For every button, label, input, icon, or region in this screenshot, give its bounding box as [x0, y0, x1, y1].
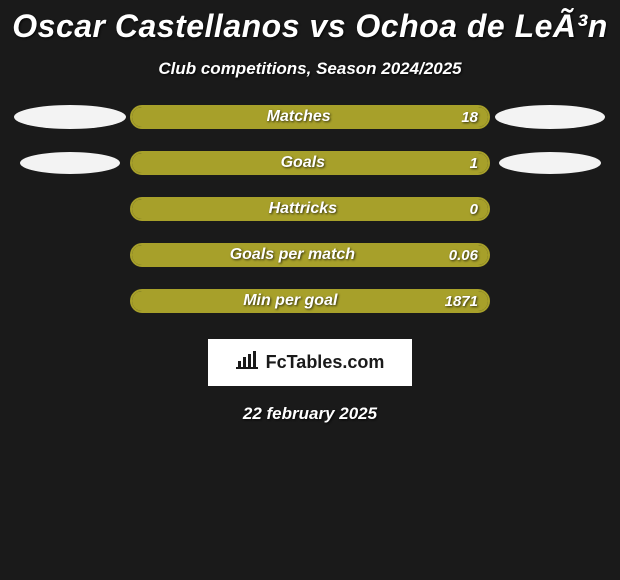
stat-row: Goals per match 0.06 [10, 243, 610, 267]
stat-value: 0.06 [443, 247, 478, 264]
page-title: Oscar Castellanos vs Ochoa de LeÃ³n [12, 8, 607, 45]
stat-bar-goals: Goals 1 [130, 151, 490, 175]
stat-bar-matches: Matches 18 [130, 105, 490, 129]
brand-badge: FcTables.com [208, 339, 413, 386]
stat-label: Matches [267, 108, 331, 126]
stat-label: Min per goal [243, 292, 337, 310]
blank-right [490, 289, 610, 313]
blank-right [490, 197, 610, 221]
date-text: 22 february 2025 [243, 404, 377, 424]
player-right-pill [495, 105, 605, 129]
stat-label: Goals per match [230, 246, 355, 264]
comparison-card: Oscar Castellanos vs Ochoa de LeÃ³n Club… [0, 0, 620, 424]
stat-bar-hattricks: Hattricks 0 [130, 197, 490, 221]
blank-left [10, 289, 130, 313]
player-left-pill [20, 152, 120, 174]
stat-value: 18 [455, 109, 478, 126]
stat-bar-goals-per-match: Goals per match 0.06 [130, 243, 490, 267]
blank-left [10, 243, 130, 267]
brand-text: FcTables.com [266, 352, 385, 373]
stat-value: 0 [464, 201, 478, 218]
blank-right [490, 243, 610, 267]
stat-value: 1 [464, 155, 478, 172]
stat-label: Goals [281, 154, 325, 172]
stat-row: Matches 18 [10, 105, 610, 129]
stat-rows: Matches 18 Goals 1 Hattricks 0 [0, 105, 620, 313]
player-left-pill [14, 105, 126, 129]
stat-row: Min per goal 1871 [10, 289, 610, 313]
bar-chart-icon [236, 351, 258, 374]
player-right-pill [499, 152, 601, 174]
stat-value: 1871 [439, 293, 478, 310]
stat-bar-min-per-goal: Min per goal 1871 [130, 289, 490, 313]
stat-label: Hattricks [269, 200, 337, 218]
stat-row: Goals 1 [10, 151, 610, 175]
blank-left [10, 197, 130, 221]
subtitle: Club competitions, Season 2024/2025 [158, 59, 461, 79]
stat-row: Hattricks 0 [10, 197, 610, 221]
